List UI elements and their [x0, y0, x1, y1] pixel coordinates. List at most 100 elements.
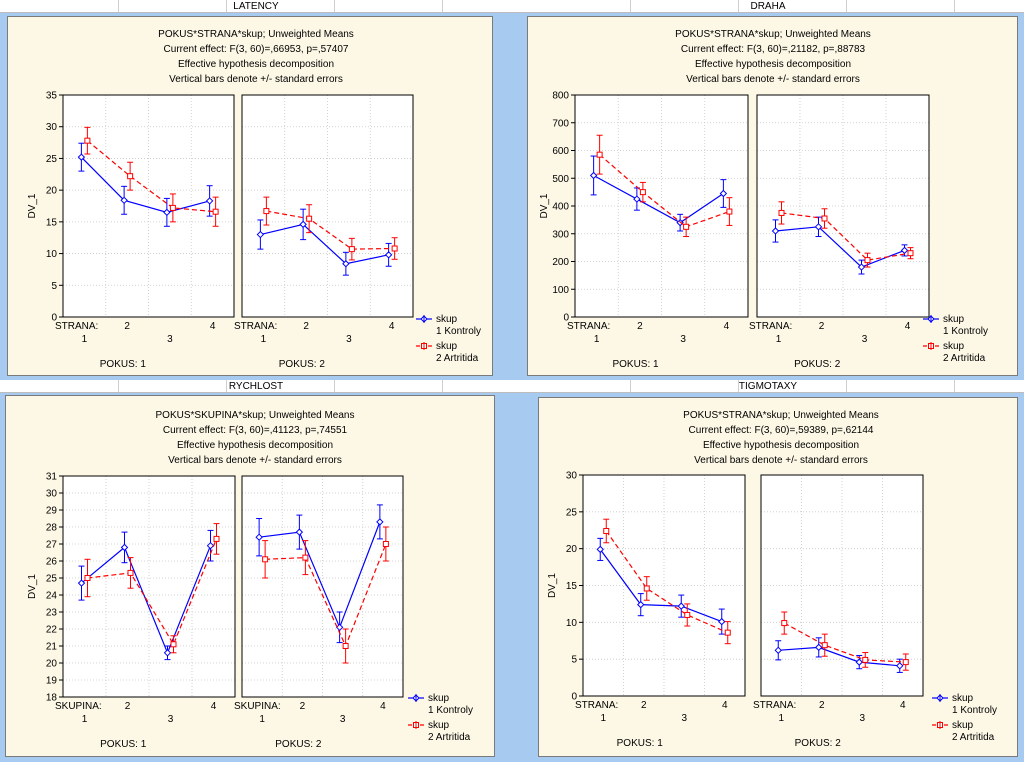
- tigmotaxy-pokus1-xtick-label: 3: [681, 713, 687, 724]
- tigmotaxy-pokus2-artritida-point: [781, 620, 788, 627]
- rychlost-title-line-4: Vertical bars denote +/- standard errors: [168, 455, 342, 466]
- rychlost-pokus2-xtick-label: 1: [259, 714, 265, 725]
- latency-title-line-1: POKUS*STRANA*skup; Unweighted Means: [158, 29, 354, 40]
- rychlost-pokus1-xfactor-label: SKUPINA:: [55, 701, 102, 712]
- tigmotaxy-pokus2-xtick-label: 3: [859, 713, 865, 724]
- latency-legend-title-2: skup: [436, 341, 458, 352]
- tigmotaxy-ytick-label: 5: [571, 655, 577, 666]
- draha-pokus2-kontroly-line: [775, 226, 905, 268]
- tigmotaxy-pokus1-kontroly-point: [718, 617, 726, 626]
- tigmotaxy-pokus2-artritida-point: [862, 656, 869, 663]
- draha-pokus2-kontroly-point: [900, 246, 909, 255]
- latency-pokus2-pokus-label: POKUS: 2: [279, 359, 326, 370]
- rychlost-pokus2-pokus-label: POKUS: 2: [275, 739, 322, 750]
- rychlost-ytick-label: 20: [46, 659, 58, 670]
- draha-pokus2-artritida-line: [781, 212, 911, 261]
- latency-pokus1-pokus-label: POKUS: 1: [100, 359, 147, 370]
- rychlost-chart-svg: POKUS*SKUPINA*skup; Unweighted Means Curr…: [27, 410, 473, 750]
- latency-title-line-4: Vertical bars denote +/- standard errors: [169, 74, 343, 85]
- tigmotaxy-pokus2-kontroly-line: [778, 646, 900, 667]
- rychlost-pokus1-xtick-label: 3: [168, 714, 174, 725]
- draha-pokus1-artritida-point: [596, 151, 603, 158]
- draha-ytick-label: 800: [552, 91, 569, 102]
- draha-pokus1-kontroly-point: [633, 195, 641, 203]
- tigmotaxy-title-line-1: POKUS*STRANA*skup; Unweighted Means: [683, 410, 879, 421]
- latency-pokus1-kontroly-point: [77, 153, 86, 161]
- rychlost-pokus1-plot-frame: [62, 475, 236, 698]
- draha-pokus1-artritida-point: [683, 223, 690, 230]
- draha-title-line-1: POKUS*STRANA*skup; Unweighted Means: [675, 29, 871, 40]
- rychlost-pokus1-kontroly-point: [163, 649, 172, 657]
- latency-pokus2-kontroly-line: [260, 223, 389, 265]
- latency-pokus2-kontroly-point: [256, 230, 265, 239]
- rychlost-pokus2-artritida-point: [302, 554, 309, 561]
- draha-title-line-2: Current effect: F(3, 60)=,21182, p=,8878…: [681, 44, 866, 55]
- latency-legend-series-1: 1 Kontroly: [436, 326, 481, 337]
- rychlost-pokus1-artritida-point: [213, 535, 220, 542]
- rychlost-pokus2-xtick-label: 2: [300, 701, 306, 712]
- draha-chart-svg: POKUS*STRANA*skup; Unweighted Means Curre…: [539, 29, 988, 370]
- tigmotaxy-pokus2-plot-frame: [760, 474, 924, 697]
- draha-ylabel: DV_1: [539, 193, 550, 218]
- tigmotaxy-pokus1-artritida-line: [605, 530, 728, 634]
- tigmotaxy-title-line-4: Vertical bars denote +/- standard errors: [694, 455, 868, 466]
- tigmotaxy-title-line-2: Current effect: F(3, 60)=,59389, p=,6214…: [689, 425, 874, 436]
- tigmotaxy-pokus2-xtick-label: 2: [819, 700, 825, 711]
- tigmotaxy-ytick-label: 15: [566, 581, 578, 592]
- tigmotaxy-ytick-label: 30: [566, 471, 578, 482]
- latency-legend-title-1: skup: [436, 314, 458, 325]
- rychlost-ytick-label: 30: [46, 489, 58, 500]
- draha-ytick-label: 300: [552, 229, 569, 240]
- draha-ytick-label: 400: [552, 202, 569, 213]
- tigmotaxy-pokus2-kontroly-point: [896, 662, 904, 670]
- latency-pokus1-artritida-point: [212, 208, 219, 215]
- latency-pokus2-xtick-label: 1: [261, 334, 267, 345]
- draha-pokus2-pokus-label: POKUS: 2: [794, 359, 841, 370]
- tigmotaxy-pokus2-xtick-label: 1: [778, 713, 784, 724]
- latency-pokus2-artritida-point: [306, 215, 313, 222]
- rychlost-pokus1-kontroly-point: [206, 541, 215, 550]
- rychlost-pokus2-kontroly-point: [376, 518, 384, 526]
- draha-pokus1-kontroly-point: [589, 171, 598, 180]
- draha-legend-series-2: 2 Artritida: [943, 353, 986, 364]
- tigmotaxy-legend-series-1: 1 Kontroly: [952, 705, 997, 716]
- draha-pokus1-xtick-label: 4: [724, 321, 730, 332]
- latency-pokus2-xtick-label: 2: [303, 321, 309, 332]
- draha-window-header: DRAHA: [512, 0, 1024, 13]
- tigmotaxy-pokus2-artritida-point: [902, 659, 909, 666]
- draha-pokus1-xtick-label: 2: [637, 321, 643, 332]
- latency-pokus1-xtick-label: 2: [124, 321, 130, 332]
- rychlost-ytick-label: 31: [46, 472, 58, 483]
- latency-pokus1-artritida-point: [127, 173, 134, 180]
- tigmotaxy-pokus1-pokus-label: POKUS: 1: [617, 738, 664, 749]
- draha-pokus2-xtick-label: 4: [905, 321, 911, 332]
- draha-ytick-label: 0: [563, 313, 569, 324]
- tigmotaxy-pokus2-xfactor-label: STRANA:: [753, 700, 796, 711]
- tigmotaxy-pokus1-artritida-point: [724, 629, 731, 636]
- latency-legend-series-2: 2 Artritida: [436, 353, 479, 364]
- tigmotaxy-legend-title-1: skup: [952, 693, 974, 704]
- draha-pokus1-xtick-label: 3: [680, 334, 686, 345]
- rychlost-legend-title-1: skup: [428, 693, 450, 704]
- latency-pokus1-kontroly-point: [163, 208, 171, 217]
- rychlost-ytick-label: 24: [46, 591, 58, 602]
- latency-pokus1-artritida-point: [169, 204, 176, 211]
- latency-ytick-label: 5: [51, 281, 57, 292]
- latency-pokus1-kontroly-point: [120, 196, 128, 204]
- draha-ytick-label: 100: [552, 285, 569, 296]
- draha-pokus1-plot-frame: [574, 94, 749, 318]
- tigmotaxy-legend-series-2: 2 Artritida: [952, 732, 995, 743]
- latency-ytick-label: 30: [46, 122, 58, 133]
- tigmotaxy-pokus1-xtick-label: 1: [600, 713, 606, 724]
- rychlost-pokus2-xtick-label: 4: [380, 701, 386, 712]
- latency-pokus1-xtick-label: 4: [210, 321, 216, 332]
- latency-pokus1-xfactor-label: STRANA:: [55, 321, 98, 332]
- latency-ytick-label: 10: [46, 249, 58, 260]
- latency-title-line-3: Effective hypothesis decomposition: [178, 59, 334, 70]
- draha-pokus2-kontroly-point: [814, 223, 823, 231]
- rychlost-ytick-label: 29: [46, 506, 58, 517]
- tigmotaxy-pokus2-pokus-label: POKUS: 2: [795, 738, 842, 749]
- draha-pokus1-xfactor-label: STRANA:: [567, 321, 610, 332]
